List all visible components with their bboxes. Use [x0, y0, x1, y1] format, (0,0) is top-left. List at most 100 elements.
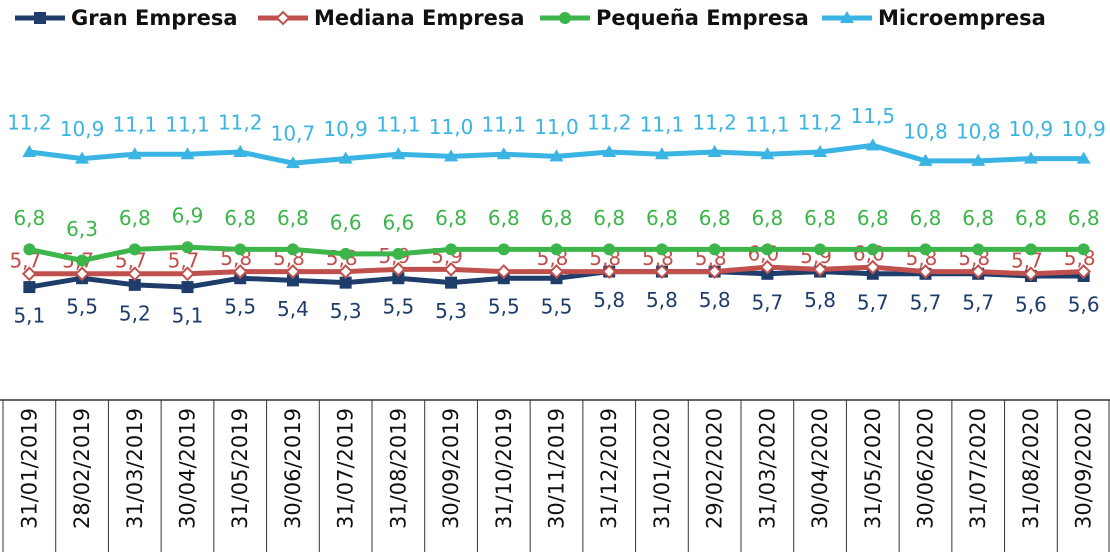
data-label: 6,8 — [804, 206, 836, 230]
data-label: 10,9 — [60, 117, 105, 141]
data-label: 5,5 — [382, 295, 414, 319]
marker — [285, 264, 301, 279]
data-label: 5,7 — [962, 290, 994, 314]
x-tick-label: 31/03/2020 — [755, 408, 779, 529]
data-label: 6,8 — [751, 206, 783, 230]
legend-label: Gran Empresa — [71, 6, 238, 30]
marker — [286, 243, 299, 256]
marker — [76, 254, 89, 267]
marker — [971, 153, 986, 166]
marker — [707, 264, 723, 279]
marker — [840, 11, 854, 23]
marker — [23, 281, 36, 294]
x-tick-label: 31/08/2019 — [386, 408, 410, 529]
data-label: 6,8 — [277, 206, 309, 230]
data-label: 11,2 — [798, 111, 843, 135]
marker — [814, 243, 827, 256]
marker — [128, 243, 141, 256]
marker — [654, 147, 669, 160]
marker — [392, 272, 405, 285]
data-label: 5,1 — [172, 304, 204, 328]
marker — [970, 264, 986, 279]
data-label: 11,1 — [113, 113, 158, 137]
data-label: 11,2 — [587, 111, 632, 135]
marker — [34, 12, 46, 24]
marker — [390, 261, 406, 277]
marker — [181, 281, 194, 294]
marker — [127, 266, 143, 282]
data-label: 6,6 — [382, 210, 414, 234]
marker — [549, 264, 564, 279]
marker — [708, 243, 721, 256]
data-label: 6,3 — [66, 217, 98, 241]
marker — [759, 259, 775, 275]
data-label: 11,1 — [376, 113, 421, 137]
data-label: 5,1 — [13, 304, 45, 328]
data-label: 6,8 — [962, 206, 994, 230]
data-label: 6,8 — [1015, 206, 1047, 230]
data-label: 6,8 — [699, 206, 731, 230]
data-label: 11,1 — [482, 113, 527, 137]
x-tick-label: 31/10/2019 — [492, 408, 516, 529]
data-label: 11,0 — [429, 115, 474, 139]
x-tick-label: 31/12/2019 — [597, 408, 621, 529]
series: 5,1 5,5 5,2 5,1 5,5 5,4 5,3 5,5 5,3 5,5 5,5 5,8 5,8 5… — [13, 265, 1100, 328]
marker — [918, 264, 933, 279]
data-label: 5,7 — [857, 290, 889, 314]
data-label: 5,8 — [646, 288, 678, 312]
marker — [128, 278, 141, 291]
marker — [972, 243, 985, 256]
x-tick-label: 31/07/2020 — [966, 408, 990, 529]
data-label: 10,8 — [903, 119, 948, 143]
data-label: 6,8 — [857, 206, 889, 230]
marker — [601, 264, 617, 279]
data-label: 5,2 — [119, 301, 151, 325]
series: 6,8 6,3 6,8 6,9 6,8 6,8 6,6 6,6 6,8 6,8 6,8 6,8 6,8 6… — [13, 204, 1100, 267]
marker — [550, 243, 563, 256]
marker — [707, 145, 722, 157]
x-tick-label: 30/11/2019 — [545, 408, 569, 529]
data-label: 5,8 — [804, 288, 836, 312]
marker — [497, 243, 510, 256]
marker — [232, 264, 248, 279]
legend-label: Pequeña Empresa — [596, 6, 809, 30]
data-label: 10,9 — [1009, 117, 1054, 141]
data-label: 6,8 — [224, 206, 256, 230]
marker — [22, 145, 37, 157]
data-label: 6,8 — [1068, 206, 1100, 230]
marker — [761, 243, 774, 256]
x-tick-label: 31/07/2019 — [334, 408, 358, 529]
marker — [180, 147, 195, 160]
marker — [127, 147, 142, 160]
marker — [339, 247, 352, 260]
marker — [339, 276, 352, 289]
data-label: 5,5 — [224, 295, 256, 319]
data-label: 6,8 — [13, 206, 45, 230]
marker — [443, 261, 459, 277]
data-label: 11,1 — [745, 113, 790, 137]
x-tick-label: 31/05/2019 — [228, 408, 252, 529]
data-label: 11,2 — [7, 111, 52, 135]
data-label: 11,1 — [165, 113, 210, 137]
data-label: 6,8 — [646, 206, 678, 230]
marker — [1023, 266, 1039, 282]
x-tick-label: 31/08/2020 — [1019, 408, 1043, 529]
data-label: 11,1 — [640, 113, 685, 137]
x-tick-label: 30/04/2020 — [808, 408, 832, 529]
data-label: 5,8 — [699, 288, 731, 312]
marker — [918, 153, 933, 166]
data-label: 10,7 — [271, 122, 316, 146]
data-label: 10,9 — [323, 117, 368, 141]
marker — [496, 264, 512, 279]
data-label: 5,4 — [277, 297, 309, 321]
data-label: 6,8 — [593, 206, 625, 230]
data-label: 6,8 — [119, 206, 151, 230]
marker — [602, 145, 617, 157]
data-label: 10,8 — [956, 119, 1001, 143]
legend-label: Mediana Empresa — [314, 6, 525, 30]
data-label: 5,7 — [751, 290, 783, 314]
data-label: 5,5 — [541, 295, 573, 319]
x-tick-label: 31/01/2020 — [650, 408, 674, 529]
marker — [1077, 243, 1090, 256]
